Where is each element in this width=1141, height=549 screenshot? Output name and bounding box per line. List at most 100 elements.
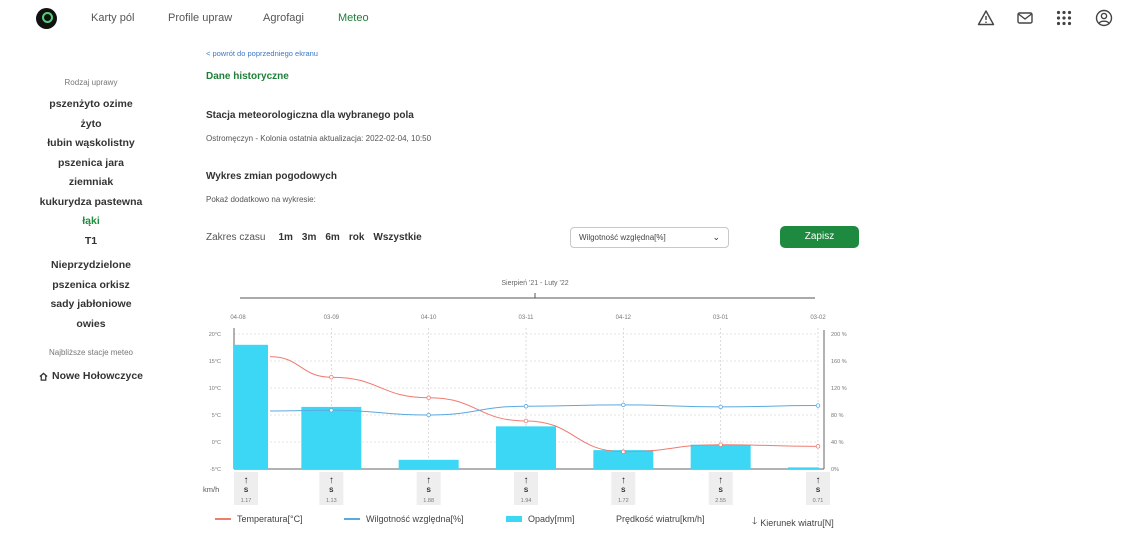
wind-speed-label: 2.55 [715, 498, 726, 504]
page-title: Dane historyczne [206, 71, 289, 82]
humidity-point [815, 403, 821, 408]
y-tick-label: 15°C [209, 359, 221, 365]
wind-direction-label: S [426, 487, 431, 494]
wind-unit-label: km/h [203, 485, 219, 494]
station-item[interactable]: Nowe Hołowczyce [0, 367, 182, 387]
wind-direction-label: S [621, 487, 626, 494]
station-info: Ostromęczyn - Kolonia ostatnia aktualiza… [206, 134, 432, 143]
temperature-point [815, 444, 821, 449]
sidebar-item-nieprzydzielone[interactable]: Nieprzydzielone [51, 259, 131, 271]
wind-cell [319, 472, 344, 505]
x-tick-label: 03-09 [324, 315, 340, 321]
chevron-down-icon: ⌄ [712, 232, 720, 242]
temperature-point [523, 418, 529, 424]
x-tick-label: 03-01 [713, 315, 729, 321]
sidebar-item-pszenica-orkisz[interactable]: pszenica orkisz [52, 278, 130, 291]
top-navigation: Karty pól Profile upraw Agrofagi Meteo [0, 0, 1141, 38]
humidity-point [426, 412, 431, 418]
wind-speed-label: 1.17 [241, 498, 252, 504]
home-icon [39, 372, 48, 381]
sidebar-item-laki[interactable]: łąki [82, 215, 100, 227]
wind-direction-label: S [329, 487, 334, 494]
app-logo[interactable] [36, 8, 57, 29]
station-heading: Stacja meteorologiczna dla wybranego pol… [206, 110, 414, 121]
wind-speed-label: 1.72 [618, 498, 629, 504]
wind-cell [611, 472, 636, 505]
extra-label: Pokaż dodatkowo na wykresie: [206, 195, 316, 204]
wind-cell [514, 472, 538, 505]
y-tick-label: -5°C [210, 467, 221, 473]
nav-karty-pol[interactable]: Karty pól [91, 12, 135, 24]
precip-bar [398, 459, 459, 469]
wind-speed-label: 1.94 [521, 498, 532, 504]
apps-grid-icon[interactable] [1055, 9, 1073, 27]
temperature-point [426, 395, 431, 400]
wind-cell [708, 472, 733, 505]
sidebar: Rodzaj uprawy pszenżyto ozime żyto łubin… [0, 70, 182, 387]
y2-tick-label: 80 % [831, 413, 844, 419]
y2-tick-label: 200 % [831, 332, 847, 338]
arrow-down-icon: 🡓 [752, 516, 758, 527]
warning-icon[interactable] [977, 9, 995, 27]
sidebar-item-zyto[interactable]: żyto [80, 117, 102, 130]
series-select[interactable]: Wilgotność względna[%] ⌄ [570, 227, 729, 248]
sidebar-item-lubin[interactable]: łubin wąskolistny [47, 137, 135, 149]
save-button[interactable]: Zapisz [780, 226, 859, 248]
range-rok[interactable]: rok [348, 232, 365, 243]
range-1m[interactable]: 1m [278, 232, 293, 243]
legend-precip-swatch [506, 516, 522, 522]
range-6m[interactable]: 6m [325, 232, 340, 243]
precip-bar [234, 344, 268, 469]
sidebar-item-pszenica-jara[interactable]: pszenica jara [58, 156, 124, 169]
wind-arrow-icon: ↑ [621, 475, 626, 486]
legend-wind-speed: Prędkość wiatru[km/h] [616, 514, 705, 524]
sidebar-item-owies[interactable]: owies [76, 317, 106, 330]
legend-temperature-swatch [215, 518, 231, 520]
range-label: Zakres czasu [206, 232, 266, 243]
wind-direction-label: S [244, 487, 249, 494]
wind-cell [416, 472, 441, 505]
humidity-point [621, 402, 626, 408]
sidebar-item-kukurydza[interactable]: kukurydza pastewna [39, 195, 143, 208]
y-tick-label: 0°C [212, 440, 221, 446]
x-tick-label: 04-08 [230, 315, 246, 321]
nav-meteo[interactable]: Meteo [338, 12, 369, 24]
wind-arrow-icon: ↑ [524, 475, 529, 486]
humidity-point [523, 404, 529, 409]
temperature-point [718, 442, 723, 447]
legend-precip: Opady[mm] [506, 514, 575, 524]
legend-wind-direction-label: Kierunek wiatru[N] [760, 517, 834, 528]
wind-arrow-icon: ↑ [718, 475, 723, 486]
sidebar-item-ziemniak[interactable]: ziemniak [68, 176, 114, 188]
sidebar-item-t1[interactable]: T1 [84, 234, 98, 247]
back-link[interactable]: < powrót do poprzedniego ekranu [206, 49, 318, 58]
y2-tick-label: 120 % [831, 386, 847, 392]
legend-humidity: Wilgotność względna[%] [344, 514, 464, 524]
sidebar-item-pszenzyto-ozime[interactable]: pszenżyto ozime [49, 98, 133, 110]
y2-tick-label: 0% [831, 467, 839, 473]
legend-wind-direction: 🡓 Kierunek wiatru[N] [752, 514, 834, 531]
mail-icon[interactable] [1016, 9, 1034, 27]
wind-cell [806, 472, 830, 505]
nav-agrofagi[interactable]: Agrofagi [263, 12, 304, 24]
sidebar-item-sady[interactable]: sady jabłoniowe [50, 298, 132, 310]
x-tick-label: 04-12 [616, 315, 632, 321]
wind-speed-label: 0.71 [813, 498, 824, 504]
humidity-point [718, 404, 723, 410]
x-tick-label: 04-10 [421, 315, 437, 321]
wind-cell [234, 472, 258, 505]
wind-arrow-icon: ↑ [244, 475, 249, 486]
legend-wind-speed-label: Prędkość wiatru[km/h] [616, 514, 705, 524]
chart-heading: Wykres zmian pogodowych [206, 171, 337, 182]
time-range: Zakres czasu 1m 3m 6m rok Wszystkie [206, 232, 422, 243]
range-wszystkie[interactable]: Wszystkie [373, 232, 422, 243]
nav-profile-upraw[interactable]: Profile upraw [168, 12, 233, 24]
legend-humidity-label: Wilgotność względna[%] [366, 514, 464, 524]
range-3m[interactable]: 3m [301, 232, 317, 243]
precip-bar [690, 444, 751, 469]
temperature-point [329, 375, 334, 380]
account-icon[interactable] [1095, 9, 1113, 27]
legend-humidity-swatch [344, 518, 360, 520]
period-label: Sierpień '21 - Luty '22 [501, 280, 568, 287]
station-name: Nowe Hołowczyce [51, 370, 144, 382]
